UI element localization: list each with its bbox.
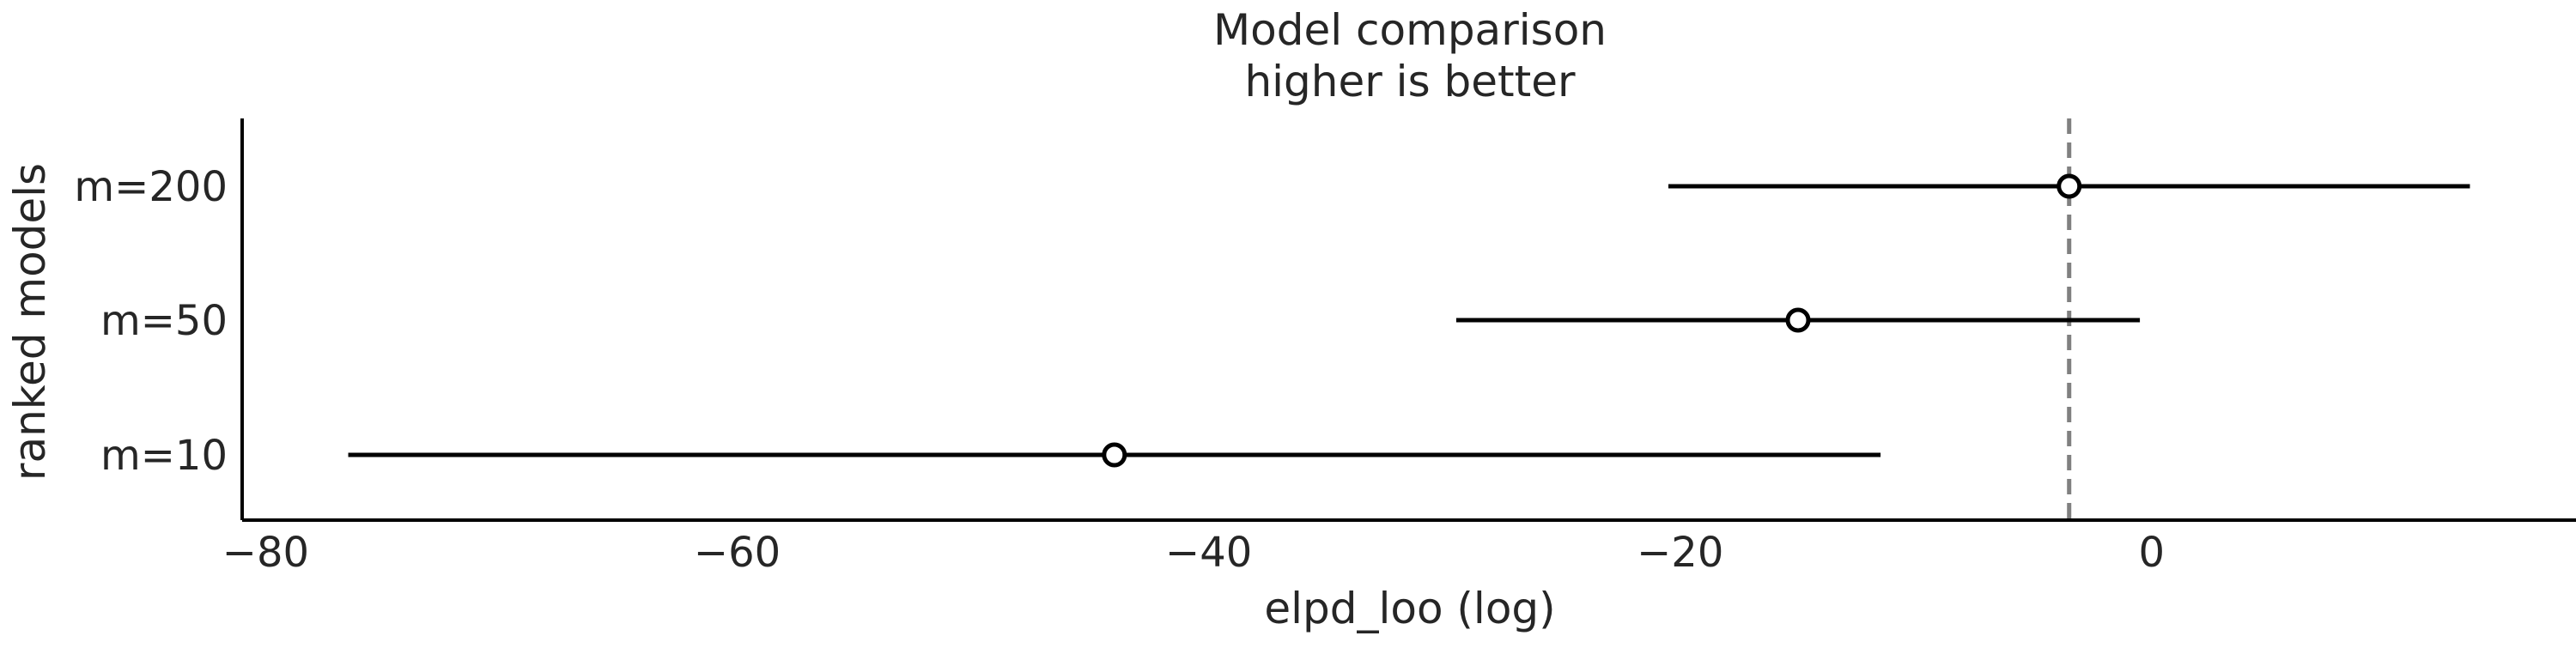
chart-title: Model comparison xyxy=(1213,5,1607,55)
x-tick-label: 0 xyxy=(2139,529,2166,577)
y-axis-label: ranked models xyxy=(5,163,55,481)
model-label: m=200 xyxy=(74,163,228,211)
model-label: m=10 xyxy=(100,432,228,480)
plot-area: −80 −60 −40 −20 0 m=200 m=50 m=10 xyxy=(74,118,2576,577)
x-tick-label: −20 xyxy=(1637,529,1723,577)
x-tick-label: −80 xyxy=(222,529,309,577)
model-label: m=50 xyxy=(100,297,228,345)
x-tick-label: −60 xyxy=(694,529,781,577)
elpd-point xyxy=(1102,442,1127,468)
chart-subtitle: higher is better xyxy=(1244,57,1576,106)
x-axis-label: elpd_loo (log) xyxy=(1264,584,1555,633)
x-tick-label: −40 xyxy=(1165,529,1252,577)
elpd-point xyxy=(2057,173,2082,199)
elpd-point xyxy=(1785,307,1811,333)
